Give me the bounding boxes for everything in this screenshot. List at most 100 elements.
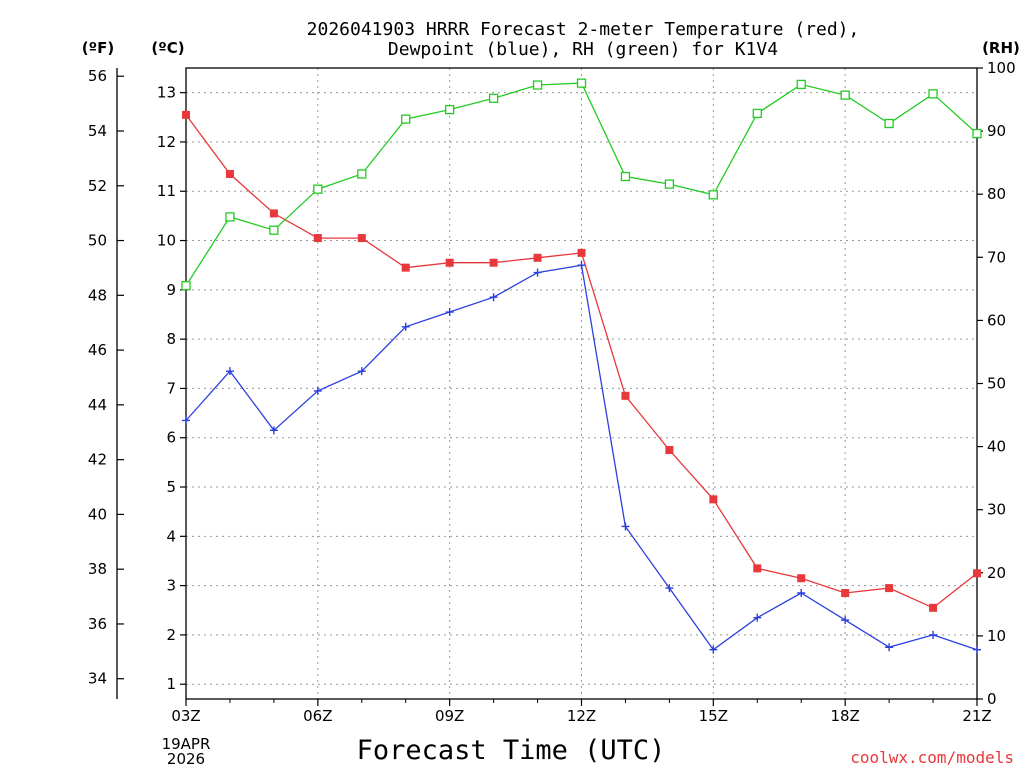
tick-label-fahrenheit: 52 xyxy=(88,177,107,195)
tick-label-celsius: 10 xyxy=(157,232,176,250)
axis-ticks: 1234567891011121334363840424446485052545… xyxy=(88,59,1016,725)
tick-label-fahrenheit: 44 xyxy=(88,396,107,414)
tick-label-time: 09Z xyxy=(435,707,464,725)
temperature-point xyxy=(709,495,718,504)
rh-axis-label: (RH) xyxy=(982,39,1020,57)
axes xyxy=(116,67,978,700)
tick-label-celsius: 6 xyxy=(166,429,176,447)
tick-label-celsius: 12 xyxy=(157,133,176,151)
tick-label-fahrenheit: 50 xyxy=(88,232,107,250)
tick-label-rh: 80 xyxy=(987,185,1006,203)
grid-lines xyxy=(185,68,978,699)
temperature-point xyxy=(841,589,850,598)
tick-label-fahrenheit: 42 xyxy=(88,451,107,469)
rh-point xyxy=(620,171,631,182)
rh-point xyxy=(445,104,455,115)
temperature-point xyxy=(929,603,938,612)
tick-label-celsius: 2 xyxy=(166,626,176,644)
dewpoint-point xyxy=(225,367,234,376)
tick-label-celsius: 8 xyxy=(166,330,176,348)
temperature-point xyxy=(665,446,674,455)
dewpoint-point xyxy=(797,589,806,598)
temperature-point xyxy=(577,248,586,257)
dewpoint-point xyxy=(401,322,410,331)
tick-label-rh: 0 xyxy=(987,690,997,708)
tick-label-time: 21Z xyxy=(962,707,991,725)
rh-point xyxy=(225,212,235,222)
rh-point xyxy=(752,108,762,119)
tick-label-rh: 20 xyxy=(987,564,1006,582)
dewpoint-point xyxy=(182,416,190,425)
date-label-day: 19APR xyxy=(162,735,211,753)
dewpoint-point xyxy=(709,645,718,654)
tick-label-celsius: 3 xyxy=(166,577,176,595)
rh-point xyxy=(972,128,982,139)
rh-point xyxy=(708,190,718,200)
data-series xyxy=(181,78,982,654)
dewpoint-point xyxy=(621,522,630,531)
tick-label-fahrenheit: 48 xyxy=(88,286,107,304)
tick-label-celsius: 9 xyxy=(166,281,176,299)
dewpoint-point xyxy=(753,613,762,622)
dewpoint-point xyxy=(313,386,322,395)
dewpoint-point xyxy=(445,308,454,317)
temperature-point xyxy=(313,234,322,243)
rh-point xyxy=(401,114,411,124)
temperature-point xyxy=(225,169,234,178)
dewpoint-point xyxy=(973,645,981,654)
tick-label-celsius: 7 xyxy=(166,379,176,397)
fahrenheit-axis-label: (ºF) xyxy=(82,39,114,57)
temperature-point xyxy=(182,110,190,119)
rh-point xyxy=(840,90,850,100)
temperature-point xyxy=(357,234,366,243)
tick-label-celsius: 5 xyxy=(166,478,176,496)
temperature-point xyxy=(885,584,894,593)
tick-label-rh: 100 xyxy=(987,59,1016,77)
rh-point xyxy=(532,80,543,90)
temperature-point xyxy=(401,263,410,272)
dewpoint-point xyxy=(929,630,938,639)
rh-point xyxy=(357,169,367,179)
date-label-year: 2026 xyxy=(167,750,205,768)
temperature-point xyxy=(489,258,498,267)
temperature-point xyxy=(445,258,454,267)
tick-label-rh: 70 xyxy=(987,248,1006,266)
dewpoint-point xyxy=(577,261,586,270)
temperature-point xyxy=(753,564,762,573)
tick-label-fahrenheit: 46 xyxy=(88,341,107,359)
rh-point xyxy=(269,225,279,235)
tick-label-celsius: 4 xyxy=(166,527,176,545)
tick-label-fahrenheit: 34 xyxy=(88,670,107,688)
rh-point xyxy=(313,184,323,194)
rh-point xyxy=(884,118,894,129)
tick-label-time: 18Z xyxy=(830,707,859,725)
tick-label-celsius: 13 xyxy=(157,84,176,102)
rh-point xyxy=(576,78,587,88)
plot-frame xyxy=(185,67,978,700)
dewpoint-point xyxy=(885,643,894,652)
credit-link[interactable]: coolwx.com/models xyxy=(850,748,1014,767)
rh-point xyxy=(928,89,938,99)
temperature-point xyxy=(269,209,278,218)
tick-label-rh: 10 xyxy=(987,627,1006,645)
rh-point xyxy=(181,281,191,291)
tick-label-rh: 50 xyxy=(987,375,1006,393)
tick-label-fahrenheit: 54 xyxy=(88,122,107,140)
dewpoint-point xyxy=(357,367,366,376)
tick-label-rh: 30 xyxy=(987,501,1006,519)
tick-label-fahrenheit: 40 xyxy=(88,505,107,523)
temperature-point xyxy=(533,253,542,262)
chart-title-line2: Dewpoint (blue), RH (green) for K1V4 xyxy=(388,39,778,60)
dewpoint-point xyxy=(665,584,674,593)
rh-point xyxy=(488,93,499,103)
tick-label-celsius: 11 xyxy=(157,182,176,200)
tick-label-time: 12Z xyxy=(567,707,596,725)
tick-label-time: 15Z xyxy=(699,707,728,725)
celsius-axis-label: (ºC) xyxy=(151,39,184,57)
temperature-point xyxy=(973,569,981,578)
tick-label-fahrenheit: 38 xyxy=(88,560,107,578)
tick-label-rh: 90 xyxy=(987,122,1006,140)
dewpoint-point xyxy=(489,293,498,302)
tick-label-rh: 60 xyxy=(987,311,1006,329)
